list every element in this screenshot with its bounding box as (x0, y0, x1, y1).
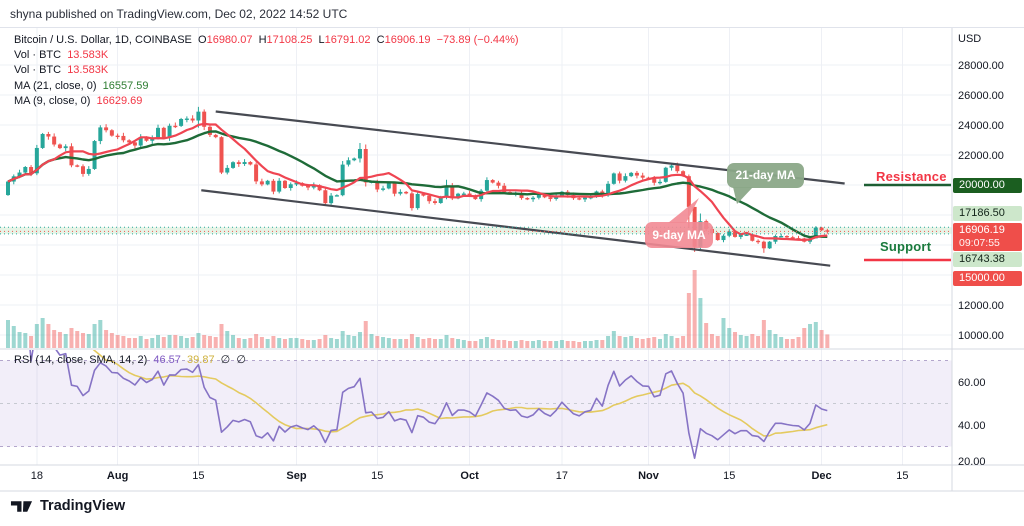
ma9-line (7, 122, 828, 241)
ma9-callout-bubble[interactable]: 9-day MA (645, 222, 713, 248)
legend-text: 16557.59 (102, 79, 149, 92)
legend-text: 16906.19 (384, 34, 437, 46)
x-axis-label: Sep (286, 470, 306, 482)
legend-text: 17108.25 (266, 34, 319, 46)
legend-text: 39.87 (187, 354, 221, 366)
price-badge: 15000.00 (953, 270, 1022, 286)
ma21-callout-bubble[interactable]: 21-day MA (727, 163, 804, 188)
legend-text: Vol · BTC (14, 64, 68, 77)
rsi-axis-label: 40.00 (958, 420, 986, 432)
y-axis-label: 12000.00 (958, 300, 1004, 312)
x-axis-label: 18 (31, 470, 43, 482)
ma21-line (7, 130, 828, 239)
rsi-axis-labels: 60.00 40.00 20.00 (958, 377, 986, 468)
x-axis-label: Oct (460, 470, 479, 482)
y-axis-label: USD (958, 33, 981, 45)
x-axis-label: Dec (811, 470, 831, 482)
legend-row: MA (21, close, 0) 16557.59 (14, 79, 519, 94)
legend-text: C (376, 34, 385, 46)
legend-row: MA (9, close, 0) 16629.69 (14, 94, 519, 109)
chart-canvas: USD 28000.00 26000.00 24000.00 22000.00 12000… (0, 28, 1024, 492)
ma21-bubble-tail (733, 187, 753, 204)
x-axis-label: 15 (192, 470, 204, 482)
ma9-bubble-tail (668, 198, 699, 223)
rsi-legend-row: RSI (14, close, SMA, 14, 2) 46.57 39.87 … (14, 353, 246, 368)
legend-text: MA (21, close, 0) (14, 79, 103, 92)
legend-text: −73.89 (−0.44%) (436, 34, 519, 46)
y-axis-label: 24000.00 (958, 120, 1004, 132)
legend-text: MA (9, close, 0) (14, 94, 97, 107)
legend-text: ∅ ∅ (220, 354, 246, 366)
legend-text: H (258, 34, 267, 46)
legend-text: 16791.02 (324, 34, 377, 46)
x-axis-label: Aug (107, 470, 128, 482)
attribution-text: shyna published on TradingView.com, Dec … (10, 7, 348, 21)
price-alert-band (0, 227, 952, 234)
resistance-label[interactable]: Resistance (876, 169, 947, 184)
legend-row: Bitcoin / U.S. Dollar, 1D, COINBASE O169… (14, 33, 519, 48)
legend-text: 13.583K (67, 49, 109, 62)
legend-text: O (198, 34, 207, 46)
legend-row: Vol · BTC 13.583K (14, 63, 519, 78)
countdown-timer: 09:07:55 (959, 236, 1000, 249)
legend-text: 46.57 (153, 354, 188, 366)
x-axis-label: 15 (723, 470, 735, 482)
rsi-axis-label: 20.00 (958, 456, 986, 468)
rsi-line (29, 350, 828, 460)
rsi-sma-line (92, 350, 828, 437)
legend-text: 16980.07 (206, 34, 259, 46)
x-axis-label: 15 (896, 470, 908, 482)
x-axis-label: 15 (371, 470, 383, 482)
legend-text: RSI (14, close, SMA, 14, 2) (14, 354, 154, 366)
x-axis-label: 17 (556, 470, 568, 482)
price-badge: 16906.19 09:07:55 (953, 222, 1022, 251)
tradingview-brand-text: TradingView (40, 498, 126, 514)
tradingview-glyph-icon (10, 500, 33, 512)
y-axis-label: 22000.00 (958, 150, 1004, 162)
tradingview-logo[interactable]: TradingView (10, 498, 125, 514)
support-label[interactable]: Support (880, 239, 932, 254)
price-axis-labels: USD 28000.00 26000.00 24000.00 22000.00 12000… (958, 33, 1004, 342)
channel-lower-line (201, 189, 831, 267)
horizontal-gridlines (0, 64, 952, 336)
time-axis-labels: 18 Aug 15 Sep 15 Oct 17 Nov 15 Dec 15 (31, 470, 909, 482)
price-badge: 16743.38 (953, 251, 1022, 267)
legend-text: Bitcoin / U.S. Dollar, 1D, COINBASE (14, 34, 199, 46)
y-axis-label: 26000.00 (958, 90, 1004, 102)
vertical-gridlines (36, 28, 903, 465)
price-badge: 20000.00 (953, 177, 1022, 193)
x-axis-label: Nov (638, 470, 660, 482)
rsi-pane-legend[interactable]: RSI (14, close, SMA, 14, 2) 46.57 39.87 … (14, 353, 246, 368)
legend-row: Vol · BTC 13.583K (14, 48, 519, 63)
y-axis-label: 28000.00 (958, 60, 1004, 72)
pane-borders (0, 28, 1024, 492)
legend-text: Vol · BTC (14, 49, 68, 62)
legend-text: 13.583K (67, 64, 109, 77)
rsi-axis-label: 60.00 (958, 377, 986, 389)
volume-series (6, 270, 830, 348)
chart-top-border (0, 27, 1024, 28)
main-pane-legend[interactable]: Bitcoin / U.S. Dollar, 1D, COINBASE O169… (14, 33, 519, 109)
legend-text: 16629.69 (96, 94, 143, 107)
legend-text: L (318, 34, 325, 46)
price-badge: 17186.50 (953, 205, 1022, 221)
y-axis-label: 10000.00 (958, 330, 1004, 342)
